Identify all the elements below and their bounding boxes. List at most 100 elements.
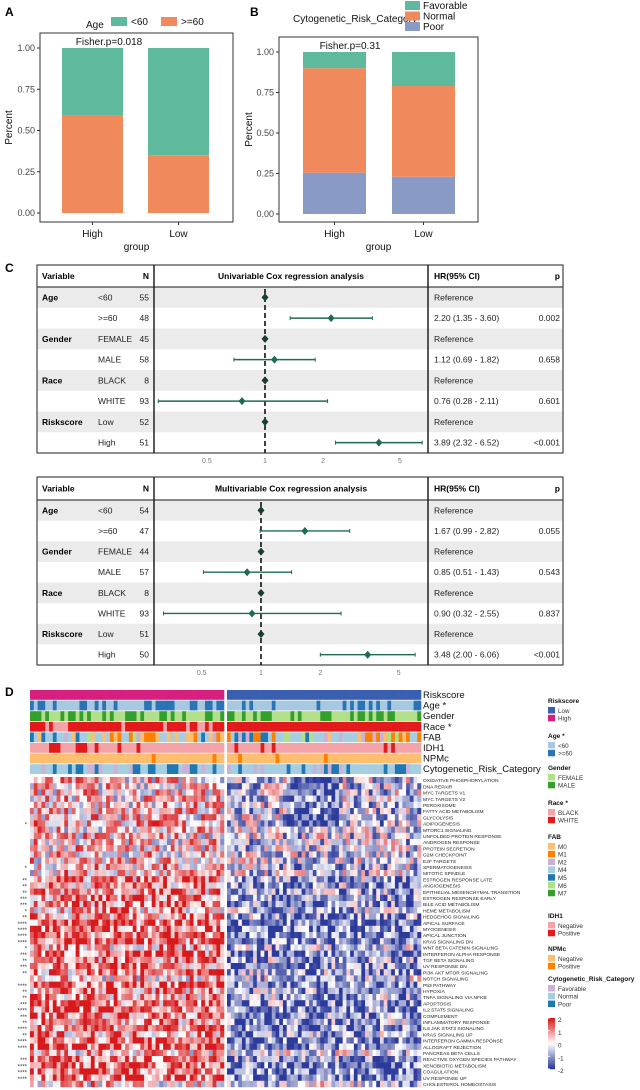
heatmap-cell [117, 994, 122, 1001]
heatmap-cell [30, 832, 35, 840]
heatmap-cell [264, 783, 269, 790]
heatmap-cell [234, 814, 239, 821]
heatmap-cell [402, 938, 407, 945]
heatmap-cell [394, 925, 399, 933]
heatmap-cell [264, 777, 269, 784]
heatmap-cell [268, 925, 273, 933]
heatmap-cell [216, 870, 221, 877]
heatmap-cell [320, 789, 325, 796]
annotation-cell [68, 711, 73, 721]
heatmap-cell [365, 981, 370, 988]
heatmap-cell [245, 863, 250, 871]
heatmap-cell [49, 994, 54, 1001]
annotation-cell [297, 721, 302, 732]
heatmap-cell [227, 1000, 232, 1007]
heatmap-cell [368, 925, 373, 933]
heatmap-cell [238, 876, 243, 883]
heatmap-cell [182, 870, 187, 877]
annotation-cell [391, 700, 396, 711]
heatmap-cell [125, 845, 130, 852]
heatmap-cell [182, 777, 187, 784]
heatmap-cell [144, 907, 149, 914]
heatmap-cell [331, 913, 336, 920]
heatmap-cell [216, 994, 221, 1001]
heatmap-cell [406, 994, 411, 1001]
heatmap-cell [174, 826, 179, 833]
annotation-cell [45, 764, 50, 774]
heatmap-cell [204, 944, 210, 951]
heatmap-cell [320, 994, 325, 1001]
annotation-cell [234, 743, 239, 753]
annotation-cell [30, 721, 35, 732]
heatmap-cell [372, 789, 377, 796]
heatmap-cell [294, 888, 299, 895]
heatmap-cell [282, 808, 287, 815]
heatmap-cell [331, 826, 336, 833]
heatmap-cell [41, 925, 46, 933]
heatmap-cell [391, 789, 396, 796]
annotation-cell [125, 732, 130, 743]
heatmap-cell [398, 870, 403, 877]
heatmap-cell [56, 981, 61, 988]
annotation-cell [286, 711, 291, 721]
row-label: MTORC1 SIGNALING [423, 828, 472, 834]
heatmap-cell [37, 950, 42, 957]
heatmap-cell [113, 975, 118, 982]
heatmap-cell [102, 913, 107, 920]
heatmap-cell [189, 894, 194, 902]
annotation-cell [185, 690, 191, 700]
annotation-cell [140, 753, 145, 764]
heatmap-cell [331, 832, 336, 840]
annotation-cell [166, 711, 172, 721]
heatmap-cell [350, 870, 355, 877]
annotation-cell [52, 753, 57, 764]
heatmap-cell [268, 1000, 273, 1007]
heatmap-cell [178, 801, 183, 809]
heatmap-cell [83, 925, 88, 933]
annotation-cell [256, 764, 261, 774]
heatmap-cell [113, 938, 118, 945]
heatmap-cell [193, 907, 198, 914]
heatmap-cell [286, 832, 291, 840]
heatmap-cell [264, 1000, 269, 1007]
annotation-cell [170, 700, 175, 711]
annotation-cell [227, 732, 232, 743]
annotation-cell [230, 721, 235, 732]
heatmap-cell [193, 851, 198, 858]
heatmap-cell [71, 845, 76, 852]
annotation-cell [264, 690, 269, 700]
heatmap-cell [286, 839, 291, 846]
heatmap-cell [136, 1006, 141, 1013]
heatmap-cell [327, 839, 332, 846]
heatmap-cell [41, 839, 46, 846]
heatmap-cell [212, 969, 217, 976]
hr-point [301, 526, 309, 535]
heatmap-cell [361, 851, 366, 858]
heatmap-cell [128, 789, 134, 796]
heatmap-cell [87, 876, 92, 883]
heatmap-cell [106, 950, 111, 957]
heatmap-cell [193, 969, 198, 976]
heatmap-cell [185, 801, 191, 809]
heatmap-cell [275, 956, 280, 964]
x-tick-label: Low [169, 229, 188, 240]
heatmap-cell [297, 876, 302, 883]
heatmap-cell [64, 925, 69, 933]
heatmap-cell [301, 925, 306, 933]
annotation-cell [372, 721, 377, 732]
heatmap-cell [144, 808, 149, 815]
heatmap-cell [94, 845, 99, 852]
heatmap-cell [60, 777, 65, 784]
heatmap-cell [350, 888, 355, 895]
heatmap-cell [185, 950, 191, 957]
heatmap-cell [117, 814, 122, 821]
annotation-cell [327, 743, 332, 753]
heatmap-cell [282, 870, 287, 877]
heatmap-cell [379, 901, 384, 908]
annotation-cell [60, 690, 65, 700]
heatmap-cell [41, 932, 46, 939]
heatmap-cell [220, 1000, 225, 1007]
hr-point [364, 650, 372, 659]
annotation-cell [216, 711, 221, 721]
annotation-cell [56, 700, 61, 711]
